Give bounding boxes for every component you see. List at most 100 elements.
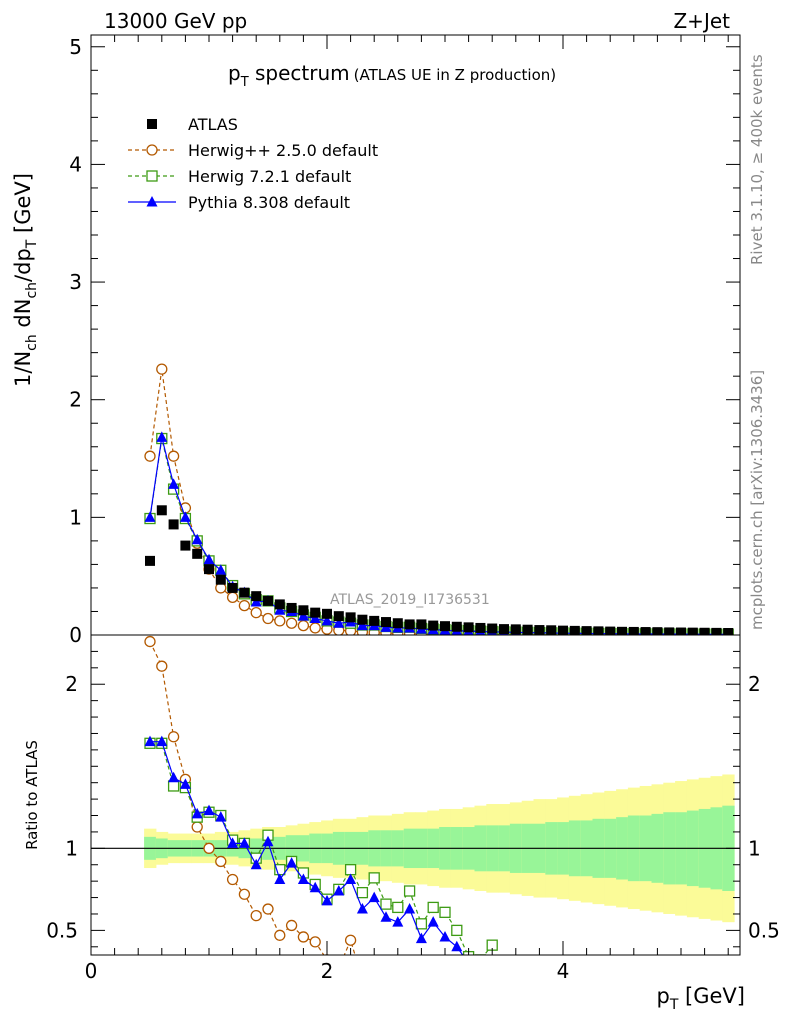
legend-marker <box>146 144 158 156</box>
main-point-0 <box>475 622 486 633</box>
ratio-point-2 <box>333 885 345 896</box>
ratio-point-0 <box>238 888 251 900</box>
header-left: 13000 GeV pp <box>104 9 247 33</box>
legend-label: Herwig 7.2.1 default <box>188 167 351 186</box>
ratio-point-1 <box>380 898 392 910</box>
main-point-0 <box>416 619 427 630</box>
ratio-point-2 <box>168 771 180 783</box>
ratio-point-0 <box>144 635 156 648</box>
main-point-3 <box>356 619 368 631</box>
main-point-0 <box>522 624 533 635</box>
ratio-point-2 <box>238 837 250 848</box>
main-point-0 <box>215 574 226 585</box>
ratio-line-0 <box>149 641 356 955</box>
ratio-point-0 <box>250 909 262 922</box>
ratio-point-1 <box>392 901 404 914</box>
main-point-1 <box>274 615 286 627</box>
main-point-0 <box>428 620 439 631</box>
ratio-point-2 <box>286 857 298 868</box>
main-ytick-label: 4 <box>69 152 82 176</box>
ratio-point-0 <box>285 919 298 932</box>
main-point-0 <box>345 612 356 623</box>
main-point-0 <box>227 582 238 593</box>
main-point-1 <box>144 450 156 462</box>
main-ytick-label: 5 <box>69 35 82 59</box>
ratio-point-2 <box>392 916 404 927</box>
main-point-0 <box>451 621 462 632</box>
main-point-0 <box>593 626 604 635</box>
main-title: pT spectrum (ATLAS UE in Z production) <box>228 61 556 90</box>
main-point-3 <box>250 596 262 607</box>
ratio-point-0 <box>156 660 168 672</box>
ratio-point-2 <box>321 894 333 906</box>
main-point-0 <box>510 624 521 635</box>
main-point-0 <box>628 626 639 635</box>
main-point-0 <box>381 617 391 628</box>
ratio-point-2 <box>415 932 427 944</box>
ratio-point-1 <box>356 886 369 899</box>
ratio-point-0 <box>226 873 239 886</box>
main-point-0 <box>640 627 651 635</box>
ratio-point-2 <box>274 873 286 885</box>
main-point-0 <box>274 599 285 610</box>
main-point-0 <box>180 540 191 551</box>
ratio-point-2 <box>439 930 451 942</box>
main-y-axis-label: 1/Nch dNch/dpT [GeV] <box>11 173 40 387</box>
header-right: Z+Jet <box>673 9 730 33</box>
legend-marker <box>146 170 158 182</box>
ratio-point-0 <box>334 963 344 973</box>
ratio-point-2 <box>345 873 357 885</box>
legend-label: Herwig++ 2.5.0 default <box>188 141 378 160</box>
ratio-point-2 <box>380 911 392 922</box>
x-tick-label: 0 <box>85 959 98 983</box>
ratio-point-2 <box>250 858 262 870</box>
main-point-3 <box>309 612 321 624</box>
main-point-3 <box>297 610 309 621</box>
main-point-3 <box>191 533 203 545</box>
main-point-0 <box>168 519 179 530</box>
main-point-3 <box>274 604 286 615</box>
ratio-point-0 <box>357 975 367 985</box>
main-point-0 <box>239 587 250 598</box>
main-point-0 <box>156 505 167 516</box>
main-point-1 <box>250 606 262 619</box>
ratio-point-0 <box>274 929 286 941</box>
ratio-point-2 <box>297 873 309 885</box>
main-point-0 <box>487 623 498 634</box>
main-point-0 <box>404 619 415 630</box>
main-point-0 <box>723 628 734 635</box>
main-point-0 <box>676 627 686 635</box>
ratio-point-0 <box>167 731 180 743</box>
main-point-3 <box>168 478 180 489</box>
ratio-point-1 <box>167 780 180 792</box>
mcplots-label: mcplots.cern.ch [arXiv:1306.3436] <box>748 370 766 630</box>
ratio-frame <box>90 634 741 956</box>
main-ytick-label: 3 <box>69 270 82 294</box>
ratio-point-2 <box>309 881 321 893</box>
main-point-0 <box>298 605 309 616</box>
main-point-0 <box>357 614 368 625</box>
main-ytick-label: 0 <box>69 623 82 647</box>
main-point-0 <box>310 607 321 618</box>
ratio-point-0 <box>262 903 274 915</box>
ratio-point-0 <box>203 842 215 854</box>
main-point-0 <box>145 555 155 566</box>
ratio-point-2 <box>404 903 416 914</box>
main-point-0 <box>569 625 580 635</box>
ratio-point-0 <box>344 934 357 946</box>
legend-marker <box>146 196 158 207</box>
main-point-0 <box>558 625 568 635</box>
main-point-3 <box>203 553 215 565</box>
ratio-point-2 <box>451 940 463 952</box>
ratio-ticks: 0.5 0.5 1 1 2 2 0 2 4 <box>46 650 780 983</box>
x-tick-label: 2 <box>321 959 334 983</box>
ratio-point-0 <box>369 980 379 990</box>
main-point-0 <box>322 608 332 619</box>
main-point-0 <box>192 548 203 559</box>
main-panel <box>144 363 734 635</box>
main-point-0 <box>392 618 403 629</box>
main-ytick-label: 1 <box>69 505 82 529</box>
ratio-point-2 <box>368 891 380 903</box>
main-point-0 <box>463 622 474 633</box>
